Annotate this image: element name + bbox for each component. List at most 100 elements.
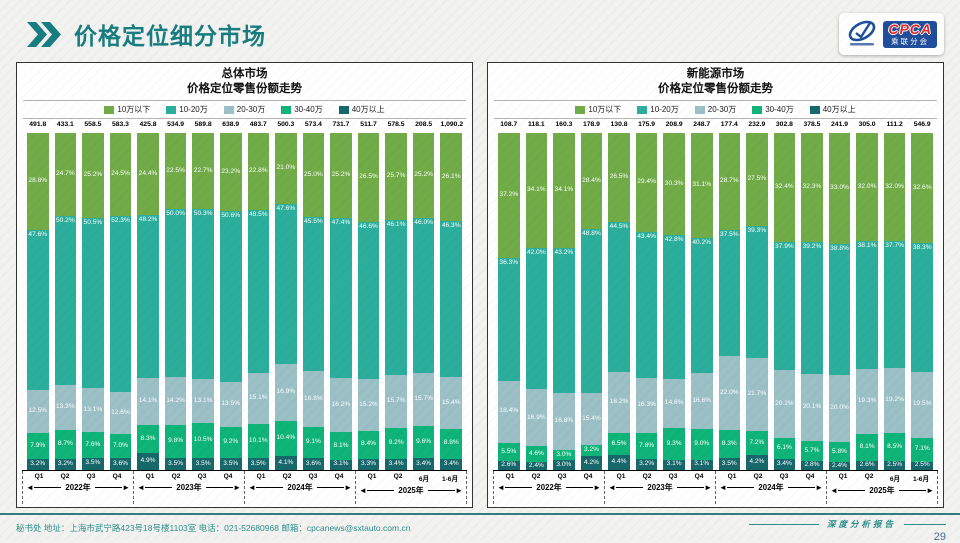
segment-share-label: 50.6% <box>221 212 241 220</box>
bar-stack: 30.3% 42.8% 14.6% 9.3% 3.1% <box>663 133 685 470</box>
bar-segment-40万以上: 3.2% <box>27 459 49 470</box>
segment-share-label: 3.5% <box>721 459 737 467</box>
bar-total-label: 491.8 <box>29 121 47 128</box>
bar-segment-40万以上: 3.2% <box>54 459 77 470</box>
legend-swatch <box>338 105 349 114</box>
bar-stack: 34.1% 42.0% 16.9% 4.6% 2.4% <box>525 133 548 470</box>
arrow-right-icon: ► <box>815 482 823 492</box>
bar-segment-40万以上: 3.1% <box>330 459 352 470</box>
segment-share-label: 37.2% <box>499 191 519 199</box>
quarter-label: 6月 <box>418 476 430 483</box>
segment-share-label: 25.7% <box>386 171 406 179</box>
segment-share-label: 23.2% <box>221 167 241 175</box>
bar-segment-10-20万: 38.3% <box>911 242 933 372</box>
bar-segment-30-40万: 7.2% <box>746 431 768 456</box>
quarter-label: Q1 <box>256 473 266 480</box>
bar-segment-40万以上: 2.8% <box>801 460 823 470</box>
quarter-labels: Q1 Q2 Q3 Q4 <box>497 473 601 480</box>
bar-segment-20-30万: 16.8% <box>302 370 325 428</box>
segment-share-label: 38.8% <box>830 245 849 253</box>
year-label: 2025年 <box>869 486 895 495</box>
axis-year-group: Q1 Q2 6月 1-6月 ◄ 2025年 ► <box>826 471 938 504</box>
bar-segment-20-30万: 16.2% <box>330 377 352 433</box>
segment-share-label: 3.2% <box>639 460 655 468</box>
bar-segment-10-20万: 46.1% <box>385 219 407 375</box>
segment-share-label: 6.1% <box>776 443 792 451</box>
quarter-label: 6月 <box>889 476 901 483</box>
bar-segment-20-30万: 13.5% <box>219 381 242 428</box>
segment-share-label: 8.5% <box>887 442 903 450</box>
segment-share-label: 3.0% <box>556 460 572 468</box>
segment-share-label: 7.8% <box>639 441 655 449</box>
bar-segment-30-40万: 9.6% <box>412 425 435 459</box>
bar-segment-40万以上: 4.2% <box>580 455 603 470</box>
bar-segment-10-20万: 38.1% <box>856 240 878 370</box>
bar-column: 1,090.2 26.1% 46.3% 15.4% 8.8% 3.4% <box>440 121 463 470</box>
bar-segment-10-20万: 52.3% <box>109 215 132 392</box>
segment-share-label: 5.5% <box>501 447 517 455</box>
arrow-left-icon: ◄ <box>248 482 256 492</box>
bar-segment-30-40万: 9.2% <box>219 427 242 459</box>
bar-segment-10-20万: 42.0% <box>525 247 548 390</box>
bar-column: 589.8 22.7% 50.3% 13.1% 10.5% 3.5% <box>192 121 214 470</box>
bar-column: 491.8 28.8% 47.6% 12.5% 7.9% 3.2% <box>27 121 49 470</box>
bar-segment-30-40万: 5.5% <box>498 442 520 462</box>
bar-segment-20-30万: 15.4% <box>580 393 603 446</box>
segment-share-label: 45.5% <box>304 218 323 226</box>
bar-stack: 25.0% 45.5% 16.8% 9.1% 3.6% <box>302 133 325 470</box>
bar-segment-10万以下: 22.8% <box>247 133 270 210</box>
quarter-label: Q4 <box>805 473 815 480</box>
report-label-row: 深度分析报告 <box>716 518 946 530</box>
page-number: 29 <box>933 531 946 543</box>
legend-item: 10-20万 <box>166 104 208 115</box>
bar-segment-30-40万: 6.5% <box>608 433 630 456</box>
segment-share-label: 5.8% <box>832 447 848 455</box>
bar-column: 130.8 26.5% 44.5% 18.2% 6.5% 4.4% <box>608 121 630 470</box>
bar-segment-10万以下: 26.1% <box>440 133 462 221</box>
x-axis: Q1 Q2 Q3 Q4 ◄ 2022年 ► Q1 Q2 Q3 Q4 ◄ 2023年 ► Q1 Q2 Q3 Q4 ◄ 2… <box>22 471 467 504</box>
segment-share-label: 9.0% <box>694 440 710 448</box>
bar-segment-40万以上: 3.5% <box>247 458 270 470</box>
segment-share-label: 8.3% <box>721 439 737 447</box>
bar-segment-40万以上: 2.5% <box>883 461 906 470</box>
bar-segment-10-20万: 43.2% <box>553 247 575 394</box>
bar-column: 302.8 32.4% 37.9% 20.2% 6.1% 3.4% <box>773 121 796 470</box>
bar-segment-10万以下: 28.4% <box>580 133 603 229</box>
year-label: 2022年 <box>536 483 562 492</box>
bar-stack: 24.7% 50.2% 13.3% 8.7% 3.2% <box>54 133 77 470</box>
segment-share-label: 13.5% <box>221 400 241 408</box>
bar-column: 433.1 24.7% 50.2% 13.3% 8.7% 3.2% <box>54 121 77 470</box>
year-arrow-row: ◄ 2022年 ► <box>26 482 130 493</box>
segment-share-label: 3.4% <box>776 459 792 467</box>
bar-total-label: 111.2 <box>886 121 903 128</box>
segment-share-label: 3.6% <box>112 459 128 467</box>
segment-share-label: 42.0% <box>526 248 546 256</box>
legend-label: 10万以下 <box>117 105 151 114</box>
segment-share-label: 25.2% <box>331 171 351 179</box>
bar-segment-40万以上: 4.9% <box>137 453 159 470</box>
segment-share-label: 46.6% <box>359 223 378 231</box>
segment-share-label: 24.4% <box>138 169 158 177</box>
quarter-label: Q3 <box>86 473 96 480</box>
report-label: 深度分析报告 <box>826 520 896 530</box>
quarter-label: Q2 <box>753 473 763 480</box>
bar-segment-30-40万: 7.1% <box>911 437 933 462</box>
bar-segment-30-40万: 9.1% <box>302 427 325 458</box>
bar-total-label: 178.9 <box>582 121 600 128</box>
quarter-labels: Q1 Q2 Q3 Q4 <box>26 473 130 480</box>
bar-segment-10-20万: 44.5% <box>608 222 630 373</box>
segment-share-label: 3.2% <box>57 460 73 468</box>
bar-segment-10万以下: 27.5% <box>746 133 768 226</box>
bar-total-label: 130.8 <box>610 121 628 128</box>
segment-share-label: 20.2% <box>775 399 794 407</box>
segment-share-label: 12.6% <box>111 408 130 416</box>
segment-share-label: 32.6% <box>912 183 932 191</box>
bar-segment-40万以上: 3.5% <box>164 458 187 470</box>
bar-segment-10-20万: 45.5% <box>302 217 325 371</box>
segment-share-label: 25.0% <box>304 170 323 178</box>
bar-total-label: 500.3 <box>277 121 295 128</box>
segment-share-label: 3.5% <box>195 459 211 467</box>
arrow-left-icon: ◄ <box>359 485 367 495</box>
segment-share-label: 46.1% <box>386 220 406 228</box>
arrow-right-icon: ► <box>926 485 934 495</box>
